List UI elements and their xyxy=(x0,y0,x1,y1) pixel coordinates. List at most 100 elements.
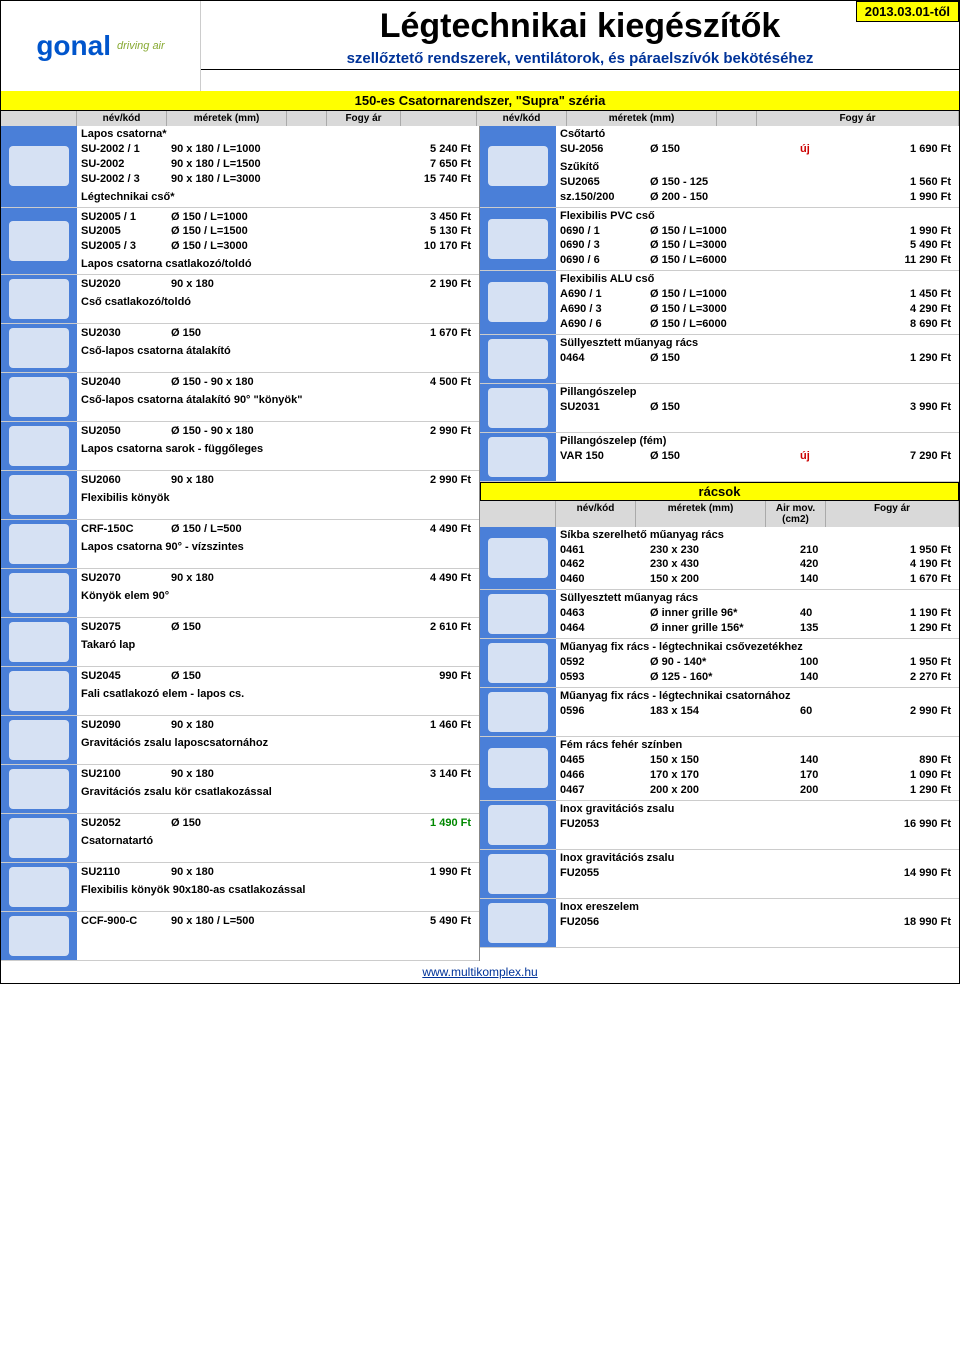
main-title: Légtechnikai kiegészítők xyxy=(201,7,959,46)
product-extra: 170 xyxy=(800,768,850,783)
product-extra xyxy=(800,817,850,832)
product-code: SU2005 xyxy=(81,224,171,239)
product-data: SU2075Ø 1502 610 FtTakaró lap xyxy=(77,618,479,666)
product-size: 90 x 180 xyxy=(171,718,321,733)
product-section: SU211090 x 1801 990 FtFlexibilis könyök … xyxy=(1,863,479,912)
product-section: SU2045Ø 150990 FtFali csatlakozó elem - … xyxy=(1,667,479,716)
product-code: SU-2002 / 3 xyxy=(81,172,171,187)
product-data: SU2030Ø 1501 670 FtCső-lapos csatorna át… xyxy=(77,324,479,372)
product-price: 2 270 Ft xyxy=(850,670,955,685)
category-title: Síkba szerelhető műanyag rács xyxy=(560,529,955,541)
image-placeholder xyxy=(9,524,69,564)
product-code: 0464 xyxy=(560,351,650,366)
product-row: SU2005 / 1Ø 150 / L=10003 450 Ft xyxy=(81,210,475,225)
product-price: 16 990 Ft xyxy=(850,817,955,832)
product-size: Ø inner grille 156* xyxy=(650,621,800,636)
product-extra xyxy=(800,287,850,302)
product-data: Műanyag fix rács - légtechnikai csatorná… xyxy=(556,688,959,736)
product-section: Műanyag fix rács - légtechnikai csatorná… xyxy=(480,688,959,737)
product-data: CRF-150CØ 150 / L=5004 490 FtLapos csato… xyxy=(77,520,479,568)
image-placeholder xyxy=(9,573,69,613)
category-subtitle: Gravitációs zsalu kör csatlakozással xyxy=(81,786,475,798)
product-code: SU2090 xyxy=(81,718,171,733)
product-row: 0690 / 6Ø 150 / L=600011 290 Ft xyxy=(560,253,955,268)
product-image xyxy=(1,765,77,813)
product-image xyxy=(1,863,77,911)
product-size: 170 x 170 xyxy=(650,768,800,783)
product-extra xyxy=(800,253,850,268)
product-price: 1 990 Ft xyxy=(321,865,475,880)
footer-url[interactable]: www.multikomplex.hu xyxy=(422,965,537,979)
product-image xyxy=(480,433,556,481)
product-size: Ø 150 xyxy=(650,351,800,366)
product-code: SU2031 xyxy=(560,400,650,415)
product-code: CCF-900-C xyxy=(81,914,171,929)
series-row: 150-es Csatornarendszer, "Supra" széria xyxy=(1,91,959,111)
image-placeholder xyxy=(9,671,69,711)
product-size xyxy=(650,866,800,881)
product-image xyxy=(480,737,556,800)
image-placeholder xyxy=(9,769,69,809)
product-size: 90 x 180 xyxy=(171,767,321,782)
product-code: 0464 xyxy=(560,621,650,636)
product-price: 5 240 Ft xyxy=(321,142,475,157)
product-size: Ø 150 / L=3000 xyxy=(650,238,800,253)
product-code: 0690 / 6 xyxy=(560,253,650,268)
product-size: Ø 150 / L=1000 xyxy=(650,224,800,239)
product-section: SU2050Ø 150 - 90 x 1802 990 FtLapos csat… xyxy=(1,422,479,471)
product-row: FU205514 990 Ft xyxy=(560,866,955,881)
product-row: SU207090 x 1804 490 Ft xyxy=(81,571,475,586)
product-image xyxy=(480,639,556,687)
product-section: Műanyag fix rács - légtechnikai csővezet… xyxy=(480,639,959,688)
product-extra: 210 xyxy=(800,543,850,558)
product-price: 1 290 Ft xyxy=(850,783,955,798)
product-section: SU2040Ø 150 - 90 x 1804 500 FtCső-lapos … xyxy=(1,373,479,422)
category-subtitle: Lapos csatorna sarok - függőleges xyxy=(81,443,475,455)
category-title: Inox gravitációs zsalu xyxy=(560,803,955,815)
col-img-r xyxy=(401,111,477,126)
product-image xyxy=(1,667,77,715)
product-price: 8 690 Ft xyxy=(850,317,955,332)
product-data: SU209090 x 1801 460 FtGravitációs zsalu … xyxy=(77,716,479,764)
product-section: SU207090 x 1804 490 FtKönyök elem 90° xyxy=(1,569,479,618)
category-subtitle: Takaró lap xyxy=(81,639,475,651)
product-row: VAR 150Ø 150új7 290 Ft xyxy=(560,449,955,464)
product-section: CsőtartóSU-2056Ø 150új1 690 FtSzűkítőSU2… xyxy=(480,126,959,208)
product-data: Inox gravitációs zsalu FU2053 16 990 Ft xyxy=(556,801,959,849)
product-code: A690 / 6 xyxy=(560,317,650,332)
product-size: 230 x 430 xyxy=(650,557,800,572)
racs-header: rácsok xyxy=(480,482,959,501)
image-placeholder xyxy=(488,643,548,683)
product-data: SU210090 x 1803 140 FtGravitációs zsalu … xyxy=(77,765,479,813)
product-row: 0690 / 1Ø 150 / L=10001 990 Ft xyxy=(560,224,955,239)
product-data: Fém rács fehér színben0465150 x 15014089… xyxy=(556,737,959,800)
product-size: Ø 150 / L=1500 xyxy=(171,224,321,239)
category-subtitle: Gravitációs zsalu laposcsatornához xyxy=(81,737,475,749)
product-image xyxy=(1,569,77,617)
product-data: SU207090 x 1804 490 FtKönyök elem 90° xyxy=(77,569,479,617)
product-price: 1 990 Ft xyxy=(850,224,955,239)
product-row: FU2053 16 990 Ft xyxy=(560,817,955,832)
product-section: SU2005 / 1Ø 150 / L=10003 450 FtSU2005Ø … xyxy=(1,208,479,276)
product-code: SU2075 xyxy=(81,620,171,635)
subtitle: szellőztető rendszerek, ventilátorok, és… xyxy=(201,50,959,70)
product-price: 3 450 Ft xyxy=(321,210,475,225)
product-price: 14 990 Ft xyxy=(850,866,955,881)
product-row: A690 / 1Ø 150 / L=10001 450 Ft xyxy=(560,287,955,302)
category-title: Pillangószelep xyxy=(560,386,955,398)
category-subtitle: Flexibilis könyök xyxy=(81,492,475,504)
product-price: 4 190 Ft xyxy=(850,557,955,572)
racs-col: méretek (mm) xyxy=(636,501,766,527)
product-row: 0460150 x 2001401 670 Ft xyxy=(560,572,955,587)
product-extra: új xyxy=(800,449,850,464)
product-size: Ø 150 xyxy=(171,326,321,341)
image-placeholder xyxy=(488,594,548,634)
product-extra: 40 xyxy=(800,606,850,621)
product-image xyxy=(480,527,556,590)
product-data: Flexibilis ALU csőA690 / 1Ø 150 / L=1000… xyxy=(556,271,959,334)
product-section: Fém rács fehér színben0465150 x 15014089… xyxy=(480,737,959,801)
product-price: 2 990 Ft xyxy=(850,704,955,719)
product-price: 2 610 Ft xyxy=(321,620,475,635)
product-code: FU2053 xyxy=(560,817,650,832)
product-size: Ø 150 / L=500 xyxy=(171,522,321,537)
